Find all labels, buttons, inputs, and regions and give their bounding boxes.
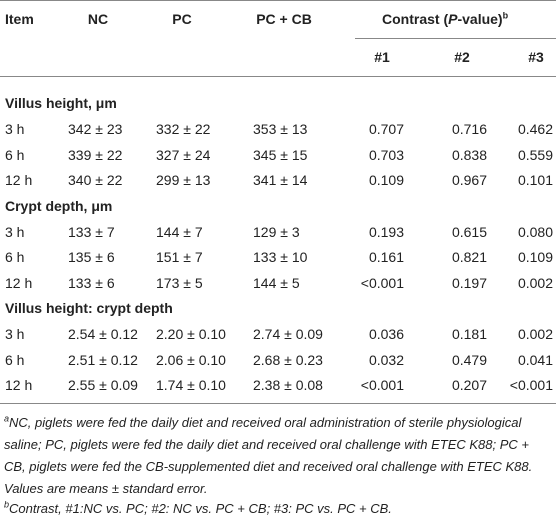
- footnote-text: Contrast, #1:NC vs. PC; #2: NC vs. PC + …: [9, 501, 392, 516]
- cell: 342 ± 23: [68, 121, 123, 137]
- contrast-rule: [355, 38, 556, 39]
- p-value: 0.197: [451, 274, 487, 291]
- header-contrast-part: -value): [457, 11, 503, 27]
- p-value: 0.821: [451, 249, 487, 265]
- footnote-text: NC, piglets were fed the daily diet and …: [4, 415, 533, 496]
- cell: 133 ± 7: [68, 223, 115, 240]
- cell: 144 ± 7: [156, 223, 203, 240]
- p-value: <0.001: [360, 274, 404, 291]
- header-rule: [0, 76, 556, 77]
- header-contrast-part: Contrast (: [382, 11, 449, 27]
- p-value: 0.207: [451, 377, 487, 393]
- p-value: 0.479: [451, 351, 487, 368]
- footnote-mark: a: [4, 413, 10, 424]
- p-value: 0.161: [368, 249, 404, 265]
- top-rule: [0, 0, 556, 1]
- p-value: 0.181: [451, 326, 487, 342]
- cell: 144 ± 5: [253, 274, 300, 291]
- section-title: Villus height: crypt depth: [5, 300, 173, 316]
- footnote: bContrast, #1:NC vs. PC; #2: NC vs. PC +…: [4, 498, 552, 520]
- cell: 339 ± 22: [68, 146, 123, 163]
- p-value: 0.559: [517, 146, 553, 163]
- row-label: 3 h: [5, 121, 25, 137]
- cell: 299 ± 13: [156, 172, 211, 188]
- p-value: <0.001: [360, 377, 404, 393]
- cell: 133 ± 10: [253, 249, 308, 265]
- p-value: 0.838: [451, 146, 487, 163]
- p-value: 0.002: [517, 326, 553, 342]
- cell: 2.06 ± 0.10: [156, 351, 226, 368]
- p-value: <0.001: [509, 377, 553, 393]
- header-contrast-note: b: [502, 10, 509, 21]
- header-contrast-part: P: [448, 11, 458, 27]
- cell: 151 ± 7: [156, 249, 203, 265]
- header-column: PC: [172, 11, 192, 27]
- p-value: 0.193: [368, 223, 404, 240]
- p-value: 0.703: [368, 146, 404, 163]
- p-value: 0.041: [517, 351, 553, 368]
- cell: 353 ± 13: [253, 121, 308, 137]
- cell: 327 ± 24: [156, 146, 211, 163]
- cell: 2.74 ± 0.09: [253, 326, 323, 342]
- cell: 341 ± 14: [253, 172, 308, 188]
- header-contrast: Contrast (P-value)b: [382, 10, 508, 28]
- p-value: 0.109: [368, 172, 404, 188]
- cell: 2.20 ± 0.10: [156, 326, 226, 342]
- header-item: Item: [5, 11, 34, 27]
- header-column: NC: [87, 11, 109, 27]
- row-label: 6 h: [5, 146, 25, 163]
- p-value: 0.462: [517, 121, 553, 137]
- header-contrast-column: #2: [454, 49, 470, 65]
- cell: 173 ± 5: [156, 274, 203, 291]
- header-contrast-column: #3: [528, 49, 544, 65]
- p-value: 0.101: [517, 172, 553, 188]
- row-label: 12 h: [5, 172, 33, 188]
- p-value: 0.707: [368, 121, 404, 137]
- row-label: 12 h: [5, 274, 33, 291]
- cell: 345 ± 15: [253, 146, 308, 163]
- p-value: 0.036: [368, 326, 404, 342]
- row-label: 6 h: [5, 351, 25, 368]
- row-label: 12 h: [5, 377, 33, 393]
- cell: 2.38 ± 0.08: [253, 377, 323, 393]
- cell: 133 ± 6: [68, 274, 115, 291]
- row-label: 3 h: [5, 326, 25, 342]
- cell: 135 ± 6: [68, 249, 115, 265]
- header-contrast-column: #1: [374, 49, 390, 65]
- cell: 1.74 ± 0.10: [156, 377, 226, 393]
- cell: 2.68 ± 0.23: [253, 351, 323, 368]
- cell: 2.54 ± 0.12: [68, 326, 138, 342]
- cell: 2.51 ± 0.12: [68, 351, 138, 368]
- cell: 332 ± 22: [156, 121, 211, 137]
- cell: 340 ± 22: [68, 172, 123, 188]
- cell: 2.55 ± 0.09: [68, 377, 138, 393]
- p-value: 0.967: [451, 172, 487, 188]
- p-value: 0.002: [517, 274, 553, 291]
- row-label: 3 h: [5, 223, 25, 240]
- p-value: 0.109: [517, 249, 553, 265]
- p-value: 0.080: [517, 223, 553, 240]
- section-title: Crypt depth, μm: [5, 197, 113, 214]
- header-column: PC + CB: [256, 11, 312, 27]
- footnote: aNC, piglets were fed the daily diet and…: [4, 412, 552, 500]
- bottom-rule: [0, 403, 556, 404]
- footnote-mark: b: [4, 499, 10, 510]
- section-title: Villus height, μm: [5, 95, 117, 111]
- p-value: 0.716: [451, 121, 487, 137]
- cell: 129 ± 3: [253, 223, 300, 240]
- p-value: 0.032: [368, 351, 404, 368]
- row-label: 6 h: [5, 249, 25, 265]
- p-value: 0.615: [451, 223, 487, 240]
